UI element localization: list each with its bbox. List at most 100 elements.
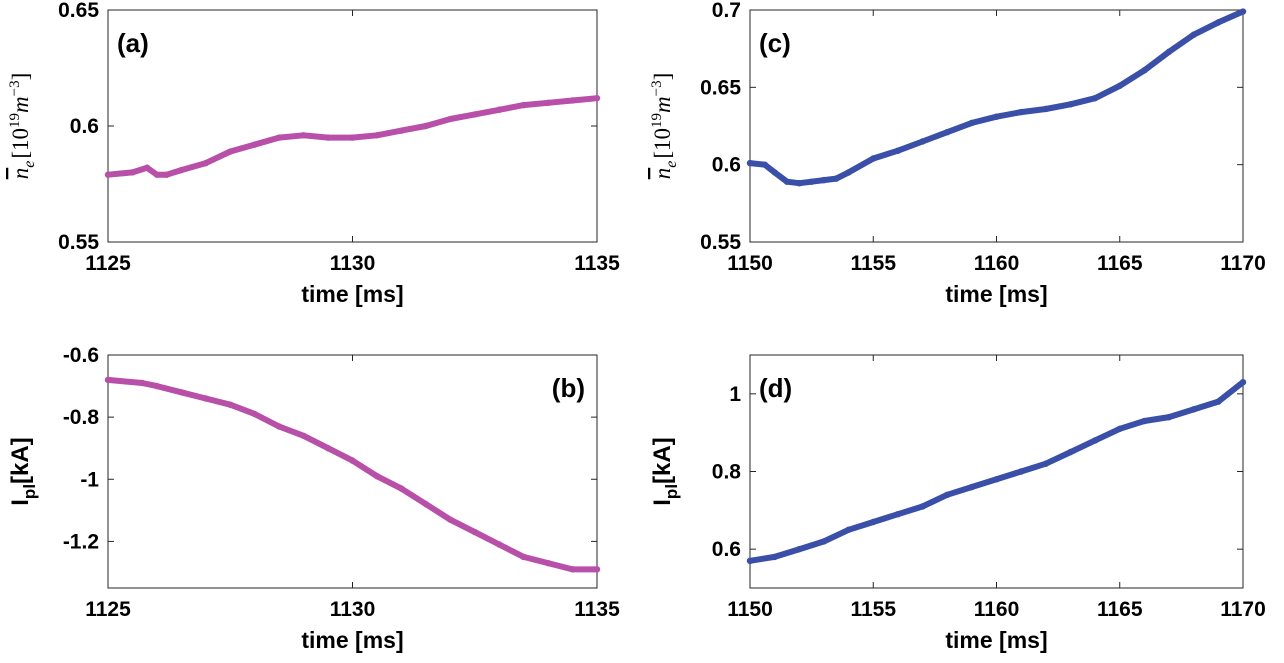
data-point bbox=[1042, 460, 1050, 467]
x-tick-label: 1125 bbox=[85, 252, 131, 275]
data-point bbox=[471, 528, 478, 536]
ylabel-exp: 19 bbox=[649, 113, 665, 128]
data-point bbox=[968, 119, 976, 127]
x-tick-label: 1130 bbox=[330, 252, 376, 275]
y-axis-label: Ipl[kA] bbox=[7, 437, 39, 505]
data-point bbox=[129, 169, 136, 176]
panel-label: (d) bbox=[759, 373, 792, 403]
data-point bbox=[153, 171, 161, 178]
data-point bbox=[251, 141, 258, 148]
data-point bbox=[520, 101, 527, 109]
data-point bbox=[593, 566, 601, 573]
y-tick-label: 0.55 bbox=[700, 231, 741, 254]
ylabel-close: ] bbox=[650, 73, 675, 81]
ylabel-unit: [10 bbox=[8, 128, 33, 159]
data-point bbox=[569, 97, 576, 104]
x-tick-label: 1130 bbox=[330, 598, 376, 621]
data-point bbox=[1091, 94, 1099, 102]
data-point bbox=[300, 432, 307, 439]
data-point bbox=[373, 472, 381, 480]
data-point bbox=[275, 423, 283, 430]
data-point bbox=[1239, 8, 1247, 15]
data-point bbox=[398, 485, 405, 492]
ylabel-sub: e bbox=[663, 161, 680, 168]
data-point bbox=[1116, 425, 1123, 432]
ylabel-main: n bbox=[650, 168, 675, 180]
x-tick-label: 1165 bbox=[1097, 252, 1143, 275]
ylabel-unit2: m bbox=[8, 96, 33, 113]
data-point bbox=[796, 545, 803, 553]
x-tick-label: 1165 bbox=[1097, 598, 1143, 621]
data-point bbox=[1017, 468, 1025, 475]
data-point bbox=[944, 491, 951, 498]
series-line bbox=[105, 376, 600, 573]
data-point bbox=[820, 538, 828, 545]
data-point bbox=[447, 516, 454, 523]
y-tick-label: 0.6 bbox=[70, 115, 99, 138]
data-point bbox=[845, 169, 852, 176]
data-point bbox=[894, 511, 902, 518]
panel-label: (b) bbox=[552, 373, 585, 403]
data-point bbox=[163, 171, 170, 178]
ylabel-close: ] bbox=[8, 73, 33, 81]
axes-frame bbox=[749, 9, 1244, 243]
data-point bbox=[544, 559, 552, 567]
data-point bbox=[771, 169, 778, 176]
data-point bbox=[796, 180, 803, 187]
y-tick-label: -1 bbox=[80, 468, 99, 491]
x-tick-label: 1150 bbox=[727, 252, 773, 275]
panel-a: 1125 1130 1135 0.55 0.6 0.65 (a) time [ms] ne [10… bbox=[7, 0, 620, 307]
data-point bbox=[139, 379, 146, 387]
data-point bbox=[919, 503, 926, 510]
data-point bbox=[1017, 108, 1025, 116]
panel-b: 1125 1130 1135 -1.2 -1 -0.8 -0.6 (b) time [ms] Ip… bbox=[7, 344, 620, 653]
y-tick-label: 0.65 bbox=[700, 76, 741, 99]
y-axis-label: ne [1019m−3] bbox=[649, 73, 680, 180]
data-point bbox=[593, 94, 601, 102]
y-tick-label: 0.65 bbox=[58, 0, 99, 22]
ylabel-exp2: −3 bbox=[649, 80, 665, 96]
x-tick-label: 1150 bbox=[727, 598, 773, 621]
data-point bbox=[1239, 378, 1247, 386]
x-tick-label: 1170 bbox=[1220, 598, 1266, 621]
ylabel-unit: [kA] bbox=[649, 437, 676, 484]
x-tick-label: 1170 bbox=[1220, 252, 1266, 275]
data-point bbox=[968, 483, 976, 491]
panel-c: 1150 1155 1160 1165 1170 0.55 0.6 0.65 0.7 (c) tim… bbox=[649, 0, 1266, 307]
data-point bbox=[919, 138, 926, 145]
data-point bbox=[178, 166, 185, 174]
data-point bbox=[349, 457, 356, 464]
data-point bbox=[1067, 101, 1074, 108]
series-line bbox=[747, 8, 1246, 187]
x-tick-label: 1160 bbox=[974, 252, 1020, 275]
data-point bbox=[820, 176, 828, 184]
data-point bbox=[1141, 67, 1148, 74]
data-point bbox=[1215, 19, 1222, 26]
data-point bbox=[251, 410, 258, 418]
data-point bbox=[1116, 82, 1123, 89]
data-point bbox=[104, 376, 112, 384]
ylabel-sub: pl bbox=[662, 484, 681, 499]
series-line bbox=[747, 379, 1246, 564]
data-point bbox=[496, 541, 503, 548]
data-point bbox=[227, 401, 234, 408]
y-tick-label: 0.6 bbox=[712, 154, 741, 177]
data-point bbox=[1091, 437, 1099, 444]
y-axis-label: ne [1019m−3] bbox=[7, 73, 38, 180]
data-point bbox=[104, 171, 112, 178]
y-tick-label: -0.8 bbox=[63, 406, 100, 429]
x-tick-label: 1135 bbox=[574, 252, 620, 275]
ylabel-main: n bbox=[8, 168, 33, 180]
data-point bbox=[746, 557, 754, 565]
data-point bbox=[1141, 417, 1148, 425]
data-point bbox=[496, 106, 503, 113]
data-point bbox=[227, 148, 234, 155]
axes-frame bbox=[107, 9, 598, 243]
x-tick-label: 1125 bbox=[85, 598, 131, 621]
data-point bbox=[300, 132, 307, 139]
data-point bbox=[944, 128, 951, 136]
data-point bbox=[275, 134, 283, 141]
y-tick-label: 0.6 bbox=[712, 538, 741, 561]
data-point bbox=[398, 127, 405, 134]
